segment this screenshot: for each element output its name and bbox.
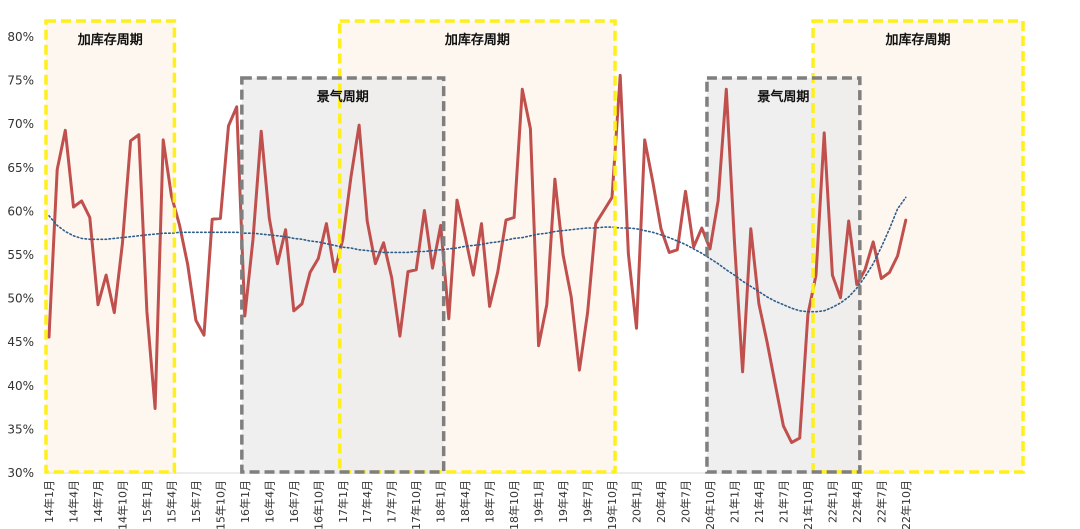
x-tick-label: 14年4月 [66, 480, 80, 523]
x-tick-label: 18年1月 [434, 480, 448, 523]
y-tick-label: 80% [7, 30, 34, 44]
x-tick-label: 22年7月 [874, 480, 888, 523]
x-tick-label: 16年7月 [287, 480, 301, 523]
y-tick-label: 70% [7, 117, 34, 131]
region-borders [44, 19, 1025, 474]
y-tick-label: 30% [7, 466, 34, 480]
region-label-3: 景气周期 [317, 89, 369, 105]
x-tick-label: 17年1月 [336, 480, 350, 523]
x-tick-label: 20年4月 [654, 480, 668, 523]
x-tick-label: 21年1月 [727, 480, 741, 523]
x-tick-label: 21年10月 [801, 480, 815, 529]
y-tick-label: 65% [7, 161, 34, 175]
x-tick-label: 16年4月 [262, 480, 276, 523]
series-line [47, 73, 908, 444]
y-tick-label: 40% [7, 379, 34, 393]
x-tick-label: 22年1月 [825, 480, 839, 523]
x-tick-label: 15年1月 [140, 480, 154, 523]
x-tick-label: 16年10月 [311, 480, 325, 529]
x-tick-label: 19年10月 [605, 480, 619, 529]
x-tick-label: 14年7月 [91, 480, 105, 523]
region-border-3 [240, 76, 446, 474]
y-tick-label: 60% [7, 204, 34, 218]
x-tick-label: 20年7月 [678, 480, 692, 523]
x-tick-label: 14年10月 [115, 480, 129, 529]
x-tick-label: 15年4月 [164, 480, 178, 523]
trend-line [48, 196, 907, 313]
series-group [47, 73, 908, 444]
x-tick-label: 17年10月 [409, 480, 423, 529]
region-label-2: 加库存周期 [885, 32, 951, 48]
region-border-1 [338, 19, 617, 474]
region-label-1: 加库存周期 [444, 32, 510, 48]
y-tick-label: 45% [7, 335, 34, 349]
x-tick-label: 17年7月 [385, 480, 399, 523]
x-tick-label: 15年7月 [189, 480, 203, 523]
x-tick-label: 18年4月 [458, 480, 472, 523]
y-tick-label: 50% [7, 292, 34, 306]
y-tick-label: 55% [7, 248, 34, 262]
region-label-4: 景气周期 [757, 89, 809, 105]
x-tick-label: 19年7月 [581, 480, 595, 523]
y-tick-label: 75% [7, 74, 34, 88]
x-tick-label: 15年10月 [213, 480, 227, 529]
region-label-0: 加库存周期 [77, 32, 143, 48]
x-tick-label: 21年4月 [752, 480, 766, 523]
x-tick-label: 22年10月 [899, 480, 913, 529]
x-tick-label: 16年1月 [238, 480, 252, 523]
x-tick-label: 14年1月 [42, 480, 56, 523]
x-tick-label: 19年4月 [556, 480, 570, 523]
x-tick-label: 19年1月 [532, 480, 546, 523]
x-tick-label: 18年7月 [483, 480, 497, 523]
region-fill-4 [706, 78, 860, 472]
x-tick-label: 17年4月 [360, 480, 374, 523]
x-tick-label: 20年1月 [630, 480, 644, 523]
region-border-0 [44, 19, 177, 474]
x-tick-label: 18年10月 [507, 480, 521, 529]
region-border-2 [811, 19, 1025, 474]
x-tick-label: 22年4月 [850, 480, 864, 523]
y-tick-label: 35% [7, 422, 34, 436]
axes: 30% 35% 40% 45% 50% 55% 60% 65% 70% 75% 80% 14年1月 14… [7, 30, 912, 529]
region-fill-3 [241, 78, 444, 472]
x-tick-label: 21年7月 [776, 480, 790, 523]
region-border-4 [705, 76, 862, 474]
x-tick-label: 20年10月 [703, 480, 717, 529]
